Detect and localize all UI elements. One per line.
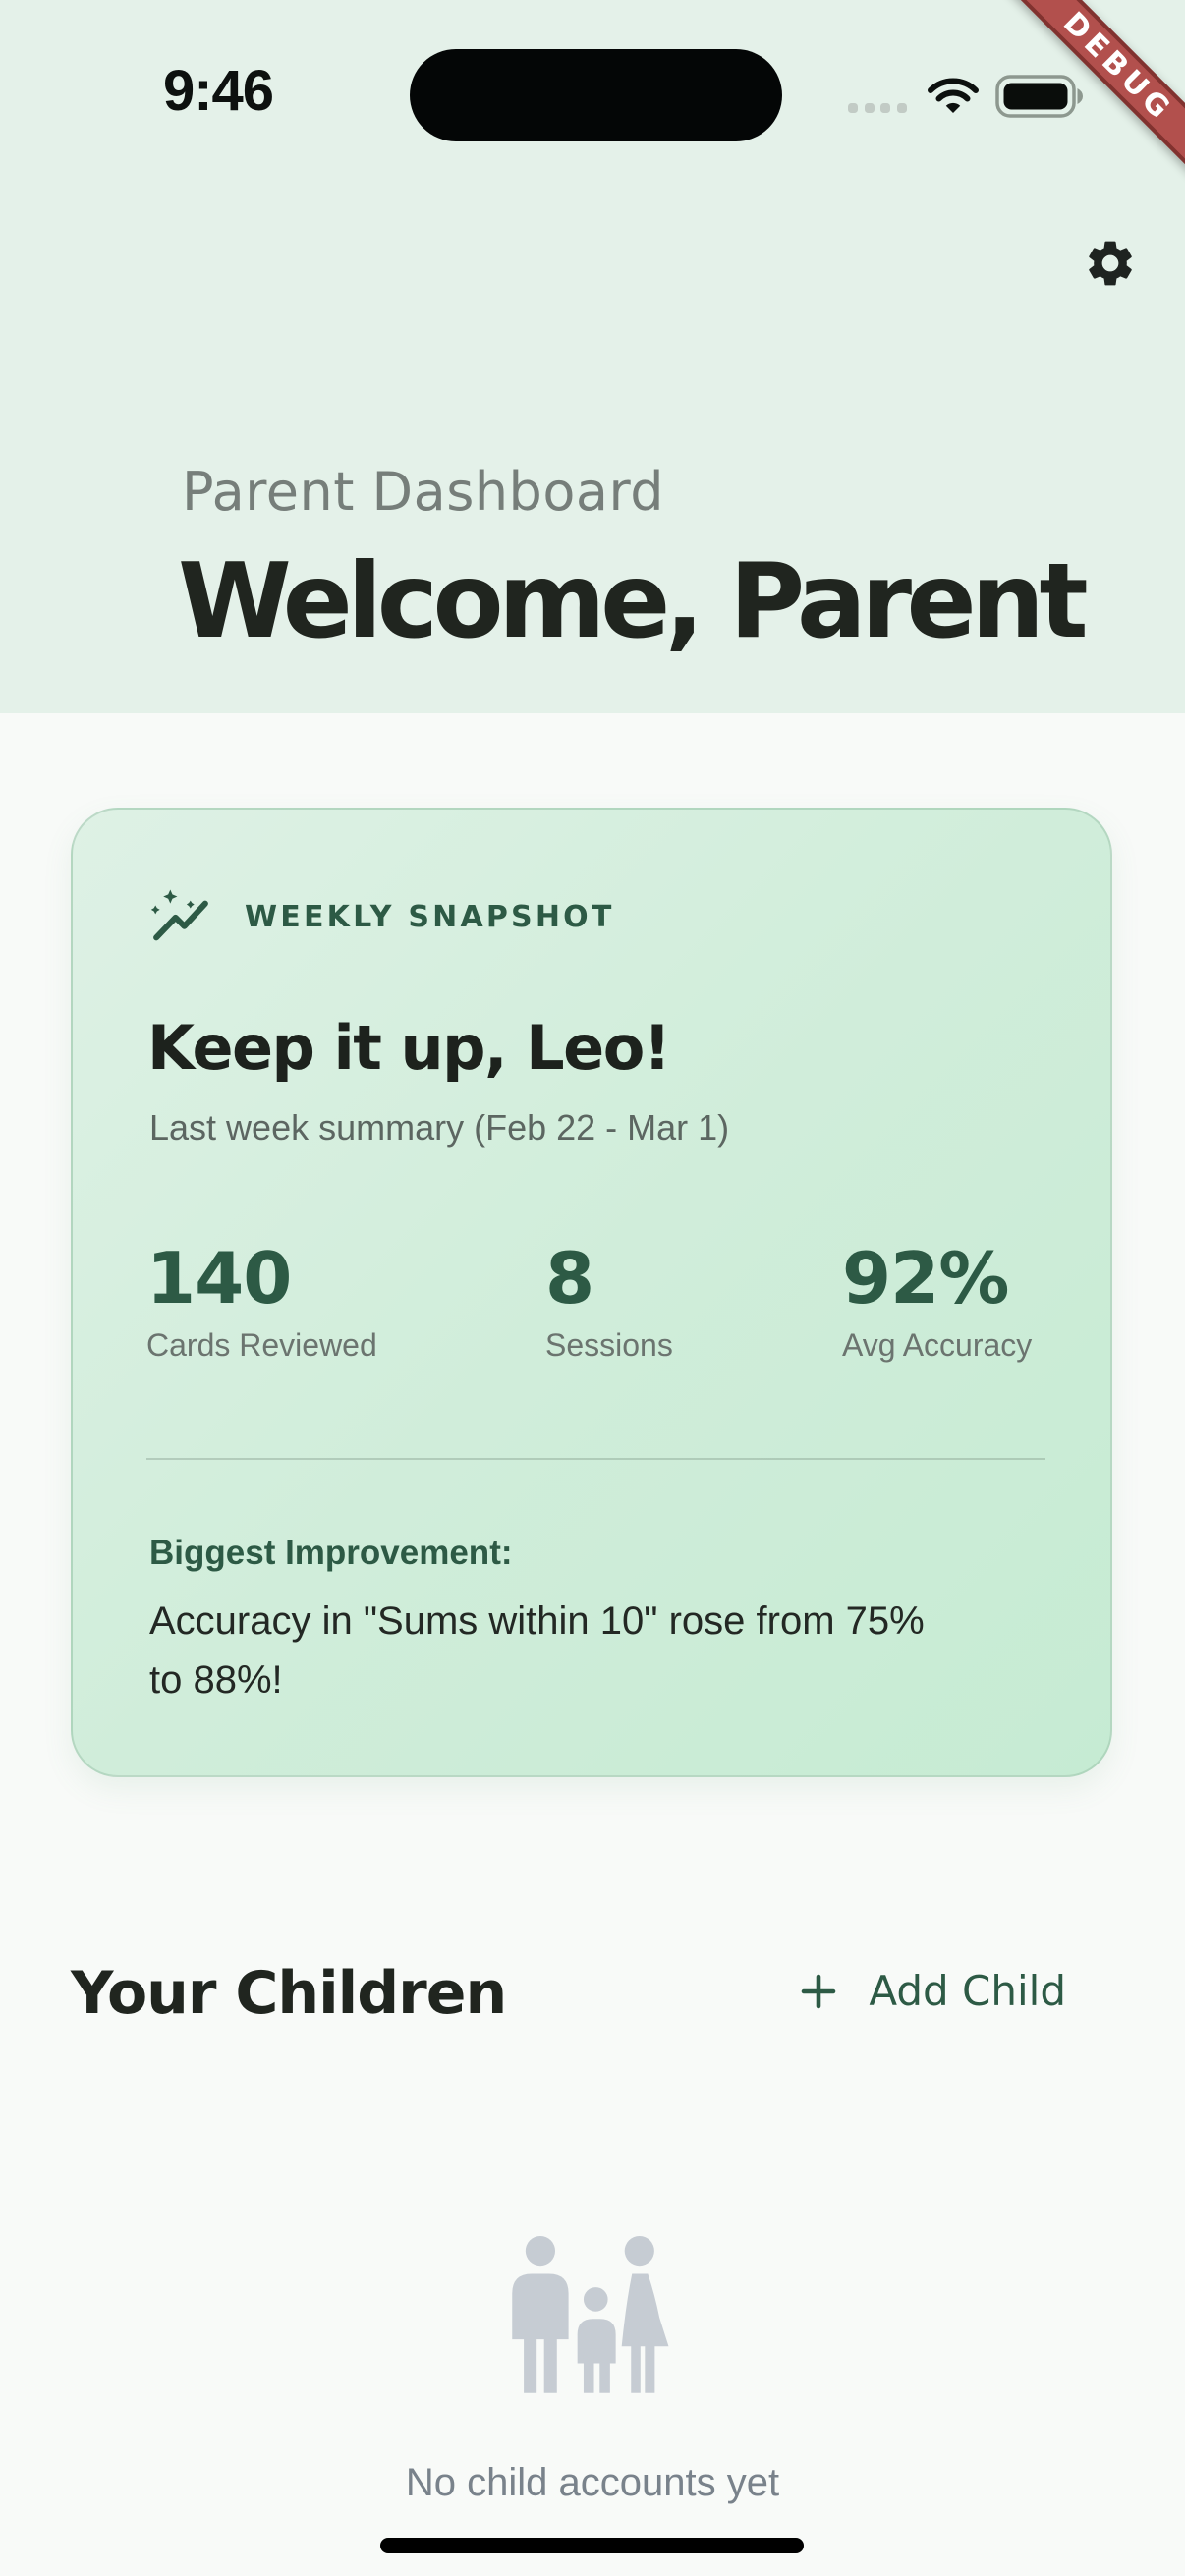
stat-sessions: 8 Sessions: [545, 1236, 673, 1364]
card-subtitle: Last week summary (Feb 22 - Mar 1): [149, 1107, 730, 1148]
add-child-button[interactable]: Add Child: [801, 1965, 1066, 2018]
cellular-dot: [896, 103, 907, 113]
stat-value: 8: [545, 1237, 594, 1319]
settings-button[interactable]: [1081, 234, 1140, 293]
gear-icon: [1089, 241, 1132, 286]
card-title: Keep it up, Leo!: [147, 1012, 671, 1084]
battery-icon: [995, 75, 1084, 122]
wifi-icon: [928, 77, 979, 118]
weekly-snapshot-card: WEEKLY SNAPSHOT Keep it up, Leo! Last we…: [71, 808, 1112, 1777]
stat-label: Cards Reviewed: [146, 1327, 377, 1363]
plus-icon: [802, 1974, 836, 2009]
cellular-dot: [880, 103, 890, 113]
page-eyebrow: Parent Dashboard: [182, 461, 664, 523]
page-title: Welcome, Parent: [178, 541, 1089, 661]
card-divider: [146, 1458, 1045, 1460]
status-bar-time: 9:46: [162, 59, 274, 123]
stats-row: 140 Cards Reviewed 8 Sessions 92% Avg Ac…: [146, 1236, 1090, 1366]
add-child-label: Add Child: [869, 1967, 1066, 2015]
card-eyebrow: WEEKLY SNAPSHOT: [245, 900, 615, 934]
stat-cards-reviewed: 140 Cards Reviewed: [146, 1236, 377, 1364]
empty-state-message: No child accounts yet: [405, 2461, 780, 2504]
cellular-dot: [864, 103, 875, 113]
improvement-text: Accuracy in "Sums within 10" rose from 7…: [149, 1599, 925, 1702]
improvement-label: Biggest Improvement:: [149, 1534, 513, 1572]
dynamic-island: [410, 49, 782, 141]
stat-label: Sessions: [545, 1327, 673, 1363]
cellular-dots-icon: [848, 103, 907, 113]
home-indicator[interactable]: [380, 2538, 804, 2553]
stat-value: 140: [146, 1237, 292, 1319]
cellular-dot: [848, 103, 858, 113]
stat-label: Avg Accuracy: [842, 1327, 1033, 1363]
stat-value: 92%: [842, 1237, 1009, 1319]
sparkles-trend-icon: [149, 888, 212, 949]
family-icon: [511, 2236, 674, 2398]
children-section-title: Your Children: [71, 1959, 507, 2028]
stat-avg-accuracy: 92% Avg Accuracy: [842, 1236, 1032, 1364]
